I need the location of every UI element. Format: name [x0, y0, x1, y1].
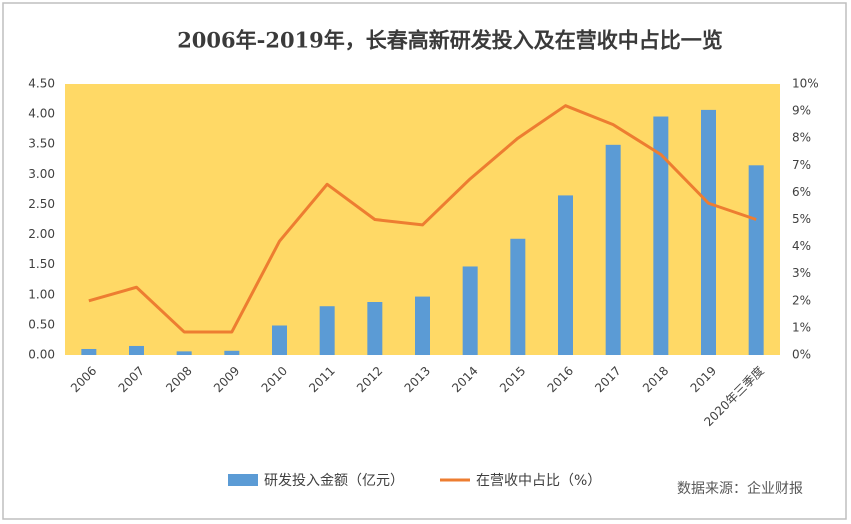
- bar: [558, 195, 573, 355]
- y-tick-label: 3.50: [28, 137, 55, 151]
- legend-label: 研发投入金额（亿元）: [264, 473, 404, 489]
- bar: [81, 348, 97, 355]
- y-tick-label: 4.50: [28, 77, 55, 91]
- chart-title: 2006年-2019年，长春高新研发投入及在营收中占比一览: [177, 28, 723, 53]
- y2-tick-label: 7%: [792, 158, 811, 172]
- y-tick-label: 2.00: [28, 227, 55, 241]
- y2-tick-label: 8%: [792, 131, 811, 145]
- y-tick-label: 2.50: [28, 197, 55, 211]
- legend-label: 在营收中占比（%）: [476, 473, 601, 489]
- y2-tick-label: 1%: [792, 320, 811, 334]
- bar: [462, 266, 478, 355]
- bar: [272, 325, 287, 355]
- legend-swatch: [228, 474, 258, 486]
- y2-tick-label: 6%: [792, 185, 811, 199]
- bar: [748, 165, 764, 355]
- y-tick-label: 4.00: [28, 107, 55, 121]
- y2-tick-label: 4%: [792, 239, 811, 253]
- source-note: 数据来源：企业财报: [677, 480, 803, 497]
- y2-tick-label: 10%: [792, 77, 819, 91]
- bar: [319, 306, 335, 355]
- y-tick-label: 1.00: [28, 287, 55, 301]
- bar: [415, 296, 430, 355]
- bar: [176, 351, 192, 355]
- y2-tick-label: 9%: [792, 104, 811, 118]
- bar: [224, 350, 240, 355]
- bar: [653, 116, 669, 356]
- y-tick-label: 3.00: [28, 167, 55, 181]
- y2-tick-label: 5%: [792, 212, 811, 226]
- bar: [701, 109, 716, 355]
- bar: [510, 238, 526, 355]
- y2-tick-label: 2%: [792, 293, 811, 307]
- line: [88, 104, 757, 334]
- bar: [367, 302, 383, 355]
- y-tick-label: 0.50: [28, 317, 55, 331]
- y-tick-label: 1.50: [28, 257, 55, 271]
- y2-tick-label: 3%: [792, 266, 811, 280]
- bar: [605, 144, 621, 355]
- y2-tick-label: 0%: [792, 348, 811, 362]
- bar: [129, 345, 144, 355]
- y-tick-label: 0.00: [28, 348, 55, 362]
